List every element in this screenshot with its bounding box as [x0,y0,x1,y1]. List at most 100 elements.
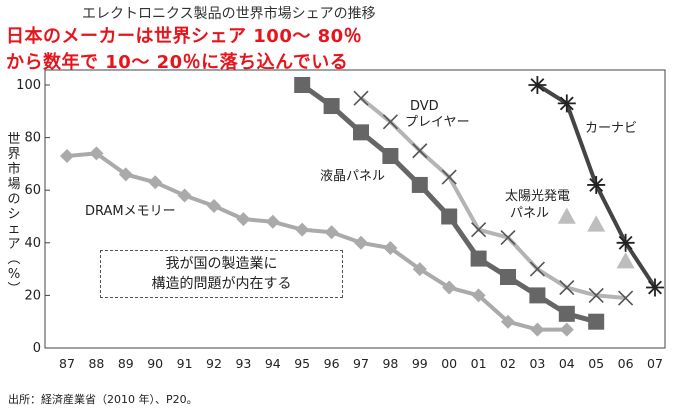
series-label-solar-1: 太陽光発電 [505,189,570,204]
data-point-square [323,98,340,115]
y-axis-label-char: の [7,192,21,207]
annotation-box: 我が国の製造業に 構造的問題が内在する [100,250,343,298]
data-point-square [558,305,575,322]
x-tick-label: 01 [471,356,487,371]
y-axis-label-char: % [7,267,21,282]
x-tick-label: 89 [118,356,134,371]
series-label-carnavi: カーナビ [585,121,637,136]
x-tick-label: 88 [88,356,104,371]
y-axis-label-char: 界 [7,147,21,162]
x-tick-label: 95 [294,356,310,371]
data-point-x [412,143,428,159]
data-point-diamond [530,322,545,337]
y-tick-label: 100 [16,78,41,93]
data-point-diamond [354,235,368,250]
data-point-diamond [148,175,163,190]
x-tick-label: 97 [353,356,369,371]
y-tick-label: 20 [24,288,41,303]
y-axis-label-char: ︶ [7,282,21,297]
data-point-square [500,268,516,285]
data-point-diamond [118,167,133,182]
data-point-x [441,169,457,185]
x-tick-label: 04 [559,356,575,371]
x-tick-label: 06 [618,356,634,371]
series-label-solar-2: パネル [510,206,549,221]
x-tick-label: 91 [177,356,193,371]
x-tick-label: 99 [412,356,428,371]
series-line [66,151,567,332]
data-point-square [588,313,605,330]
x-tick-label: 90 [147,356,163,371]
annotation-line-2: 構造的問題が内在する [151,276,292,292]
data-point-square [411,176,428,193]
data-point-square [529,287,546,304]
data-point-x [382,114,398,130]
x-tick-label: 07 [647,356,663,371]
x-tick-label: 87 [59,356,75,371]
x-tick-label: 98 [382,356,398,371]
data-point-square [470,250,487,267]
data-point-x [588,287,604,303]
annotation-line-1: 我が国の製造業に [165,256,278,272]
y-tick-label: 80 [24,131,41,146]
data-point-diamond [265,214,280,229]
data-point-star [616,233,635,252]
y-axis-label-char: 市 [7,162,21,177]
x-tick-label: 00 [441,356,457,371]
source-note: 出所：経済産業省（2010 年）、P20。 [8,393,198,406]
y-axis-label-char: 世 [7,132,21,147]
data-point-diamond [412,262,427,277]
data-point-x [471,222,487,238]
data-point-square [353,124,369,141]
x-tick-label: 92 [206,356,222,371]
series-line [359,96,626,301]
headline-line-1: 日本のメーカーは世界シェア 100～ 80％ [6,26,363,47]
chart-subtitle: エレクトロニクス製品の世界市場シェアの推移 [82,6,376,22]
data-point-star [528,76,547,94]
series-label-lcd: 液晶パネル [320,169,385,184]
y-axis-label-char: シ [7,207,21,222]
x-tick-label: 02 [500,356,516,371]
data-point-square [441,208,458,225]
data-point-diamond [60,149,74,164]
data-point-x [618,290,634,306]
plot-frame [44,69,666,349]
data-point-triangle [587,215,606,232]
data-point-diamond [177,188,192,203]
data-point-square [294,77,311,93]
series-label-dvd-2: プレイヤー [405,115,470,130]
data-point-square [382,148,399,165]
y-tick-label: 60 [24,183,41,198]
y-axis-label: 世界市場のシェア ︵% ︶ [5,132,23,297]
data-point-diamond [471,288,486,303]
data-point-diamond [501,314,515,329]
data-point-diamond [236,212,251,227]
y-axis-label-char: ア [7,237,21,252]
data-point-diamond [383,241,398,256]
data-point-x [500,229,516,246]
data-point-diamond [89,146,104,161]
data-point-diamond [207,198,221,213]
x-tick-label: 03 [529,356,545,371]
data-point-diamond [442,280,457,295]
data-point-triangle [616,252,635,269]
x-tick-label: 96 [324,356,340,371]
data-point-triangle [557,207,576,224]
y-axis-label-char: ェ [7,222,21,237]
y-axis-label-char: 場 [7,177,21,192]
data-point-star [646,278,664,297]
x-tick-label: 94 [265,356,281,371]
data-point-x [529,261,545,277]
data-point-x [559,279,575,296]
x-tick-label: 05 [588,356,604,371]
x-tick-label: 93 [235,356,251,371]
data-point-star [587,175,606,194]
y-tick-label: 0 [33,341,41,356]
series-label-dvd-1: DVD [410,99,439,114]
data-point-x [353,90,369,106]
data-point-star [557,94,576,113]
series-label-dram: DRAMメモリー [85,204,176,219]
data-point-diamond [324,225,339,240]
data-point-diamond [559,322,574,337]
